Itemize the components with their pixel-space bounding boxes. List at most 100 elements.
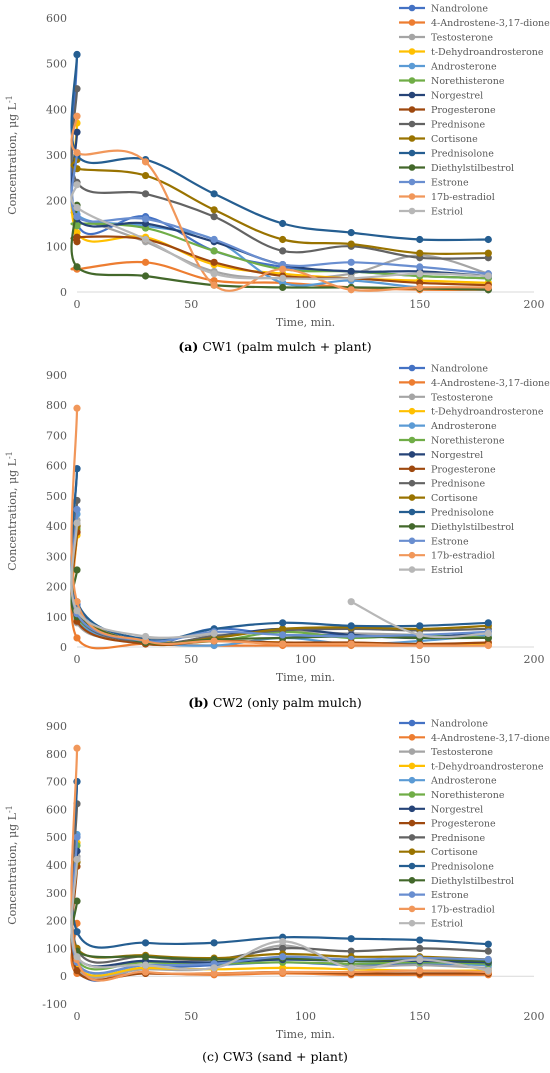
chart-c-caption-letter: (c) — [202, 1049, 219, 1064]
chart-c-point-estriol — [347, 964, 355, 972]
chart-c-ytick-label: 200 — [46, 915, 67, 928]
chart-c-legend-marker-progesterone — [408, 819, 416, 827]
chart-a-point-cortisone — [347, 240, 355, 248]
chart-c-ytick-label: 800 — [46, 748, 67, 761]
chart-a-legend-label-testosterone: Testosterone — [431, 33, 493, 44]
chart-b-legend-label-prednisone: Prednisone — [431, 479, 486, 490]
chart-b-point-17b-estradiol — [416, 641, 424, 650]
chart-b-legend-label-nandrolone: Nandrolone — [431, 364, 488, 375]
chart-a-point-prednisolone — [210, 190, 218, 198]
chart-b-legend-label-norethisterone: Norethisterone — [431, 436, 505, 447]
chart-a-point-prednisolone — [73, 50, 81, 59]
chart-c-point-prednisolone — [73, 778, 81, 786]
chart-c-point-17b-estradiol — [210, 969, 218, 978]
chart-b-xtick-label: 200 — [524, 653, 545, 666]
chart-b-legend-marker-cortisone — [408, 494, 416, 501]
chart-b-legend-marker-norethisterone — [408, 436, 416, 444]
chart-a-series-line-estrone — [70, 151, 490, 275]
chart-a-point-cortisone — [141, 171, 150, 180]
chart-b-legend-label-testosterone: Testosterone — [431, 392, 493, 403]
chart-a-point-cortisone — [416, 249, 424, 257]
chart-b-ytick-label: 600 — [46, 460, 67, 473]
chart-c-xlabel: Time, min. — [276, 1028, 335, 1041]
chart-b-point-prednisolone — [347, 622, 355, 630]
chart-c-legend-label-4-androstene-3-17-dione: 4-Androstene-3,17-dione — [431, 733, 550, 744]
chart-c-series-line-nandrolone — [70, 780, 490, 982]
chart-b-legend-label-cortisone: Cortisone — [431, 493, 478, 504]
chart-c-xtick-label: 0 — [74, 1010, 81, 1023]
chart-b-caption-letter: (b) — [188, 695, 209, 710]
chart-c-ytick-label: 400 — [46, 859, 67, 872]
chart-a-legend-label-norgestrel: Norgestrel — [431, 91, 483, 102]
chart-b-legend-marker-androsterone — [408, 422, 416, 429]
chart-a-legend-marker-17b-estradiol — [408, 193, 416, 200]
chart-b-point-estriol — [484, 629, 492, 637]
chart-a-point-17b-estradiol — [210, 281, 218, 289]
chart-c-legend-marker-estrone — [408, 891, 416, 898]
chart-b-legend-marker-nandrolone — [408, 364, 416, 372]
chart-c-point-17b-estradiol — [141, 968, 150, 976]
chart-a-ytick-label: 400 — [46, 103, 67, 116]
chart-c-legend-marker-nandrolone — [408, 719, 416, 727]
chart-b-caption-text: CW2 (only palm mulch) — [212, 695, 362, 710]
chart-c-ylabel: Concentration, μg L-1 — [5, 805, 19, 925]
chart-a-legend-label-estriol: Estriol — [431, 207, 463, 218]
chart-b-ytick-label: 700 — [46, 429, 67, 442]
chart-c-legend-marker-diethylstilbestrol — [408, 877, 416, 884]
chart-b-point-estriol — [73, 607, 81, 615]
chart-c-point-estriol — [210, 964, 218, 972]
chart-c-caption-text: CW3 (sand + plant) — [222, 1049, 348, 1064]
chart-a-caption-letter: (a) — [178, 339, 199, 354]
chart-a-legend-marker-estrone — [408, 178, 416, 186]
chart-b-legend-label-diethylstilbestrol: Diethylstilbestrol — [431, 522, 514, 533]
chart-b-series-line-prednisolone — [70, 467, 490, 642]
chart-c-point-estrone — [347, 955, 355, 964]
chart-a-point-estriol — [347, 274, 355, 282]
chart-c-legend-label-estrone: Estrone — [431, 890, 469, 901]
chart-a-svg: 0 100 200 300 400 500 600 0 50 100 150 200 Time, min… — [5, 4, 550, 330]
chart-a-point-estriol — [279, 274, 287, 282]
chart-a-point-17b-estradiol — [141, 158, 150, 166]
chart-a-series-line-norethisterone — [70, 222, 490, 280]
chart-c-legend-marker-4-androstene-3-17-dione — [408, 734, 416, 741]
chart-c-series-line-prednisolone — [70, 780, 490, 949]
chart-b-ytick-label: 100 — [46, 611, 67, 624]
chart-a-point-progesterone — [73, 233, 81, 241]
chart-panel-b: 0 100 200 300 400 500 600 700 800 900 0 50 100 150 200… — [0, 360, 550, 720]
chart-c-svg: -100 0 100 200 300 400 500 600 700 800 900 0 50 100 15… — [5, 719, 550, 1042]
chart-b-legend-marker-estrone — [408, 537, 416, 545]
chart-b-caption: (b) CW2 (only palm mulch) — [0, 695, 550, 710]
chart-b-ytick-label: 0 — [60, 641, 67, 654]
chart-a-legend-label-diethylstilbestrol: Diethylstilbestrol — [431, 163, 514, 174]
chart-a-series-line-estriol — [70, 183, 490, 280]
chart-c-point-diethylstilbestrol — [141, 953, 150, 961]
chart-a-point-estriol — [416, 270, 424, 278]
chart-c-legend-marker-androsterone — [408, 776, 416, 784]
chart-b-series-line-17b-estradiol — [70, 407, 490, 647]
chart-b-point-estriol — [73, 519, 81, 527]
chart-a-point-estriol — [141, 235, 150, 244]
chart-c-point-17b-estradiol — [279, 968, 287, 976]
chart-a-point-cortisone — [484, 249, 492, 257]
chart-a-legend-label-nandrolone: Nandrolone — [431, 4, 488, 15]
chart-a-xtick-label: 150 — [409, 298, 430, 311]
chart-b-legend-marker-diethylstilbestrol — [408, 523, 416, 530]
chart-c-point-estrone — [73, 833, 81, 841]
chart-a-point-cortisone — [279, 235, 287, 244]
chart-a-legend-marker-prednisolone — [408, 149, 416, 157]
chart-a-legend-marker-androsterone — [408, 62, 416, 70]
chart-c-point-estrone — [279, 953, 287, 961]
chart-c-legend-marker-norethisterone — [408, 791, 416, 798]
chart-c-point-prednisolone — [141, 939, 150, 947]
chart-c-point-estriol — [484, 967, 492, 975]
chart-b-point-estrone — [73, 505, 81, 514]
chart-a-xtick-label: 0 — [74, 298, 81, 311]
chart-a-legend-marker-t-dehydroandrosterone — [408, 48, 416, 55]
chart-c-legend-label-testosterone: Testosterone — [431, 747, 493, 758]
chart-b-legend-marker-testosterone — [408, 393, 416, 401]
chart-c-legend-label-cortisone: Cortisone — [431, 847, 478, 858]
chart-c-legend-marker-17b-estradiol — [408, 905, 416, 913]
chart-c-series-line-norethisterone — [70, 844, 490, 971]
chart-a-point-cortisone — [210, 206, 218, 214]
chart-c-legend-marker-cortisone — [408, 848, 416, 855]
